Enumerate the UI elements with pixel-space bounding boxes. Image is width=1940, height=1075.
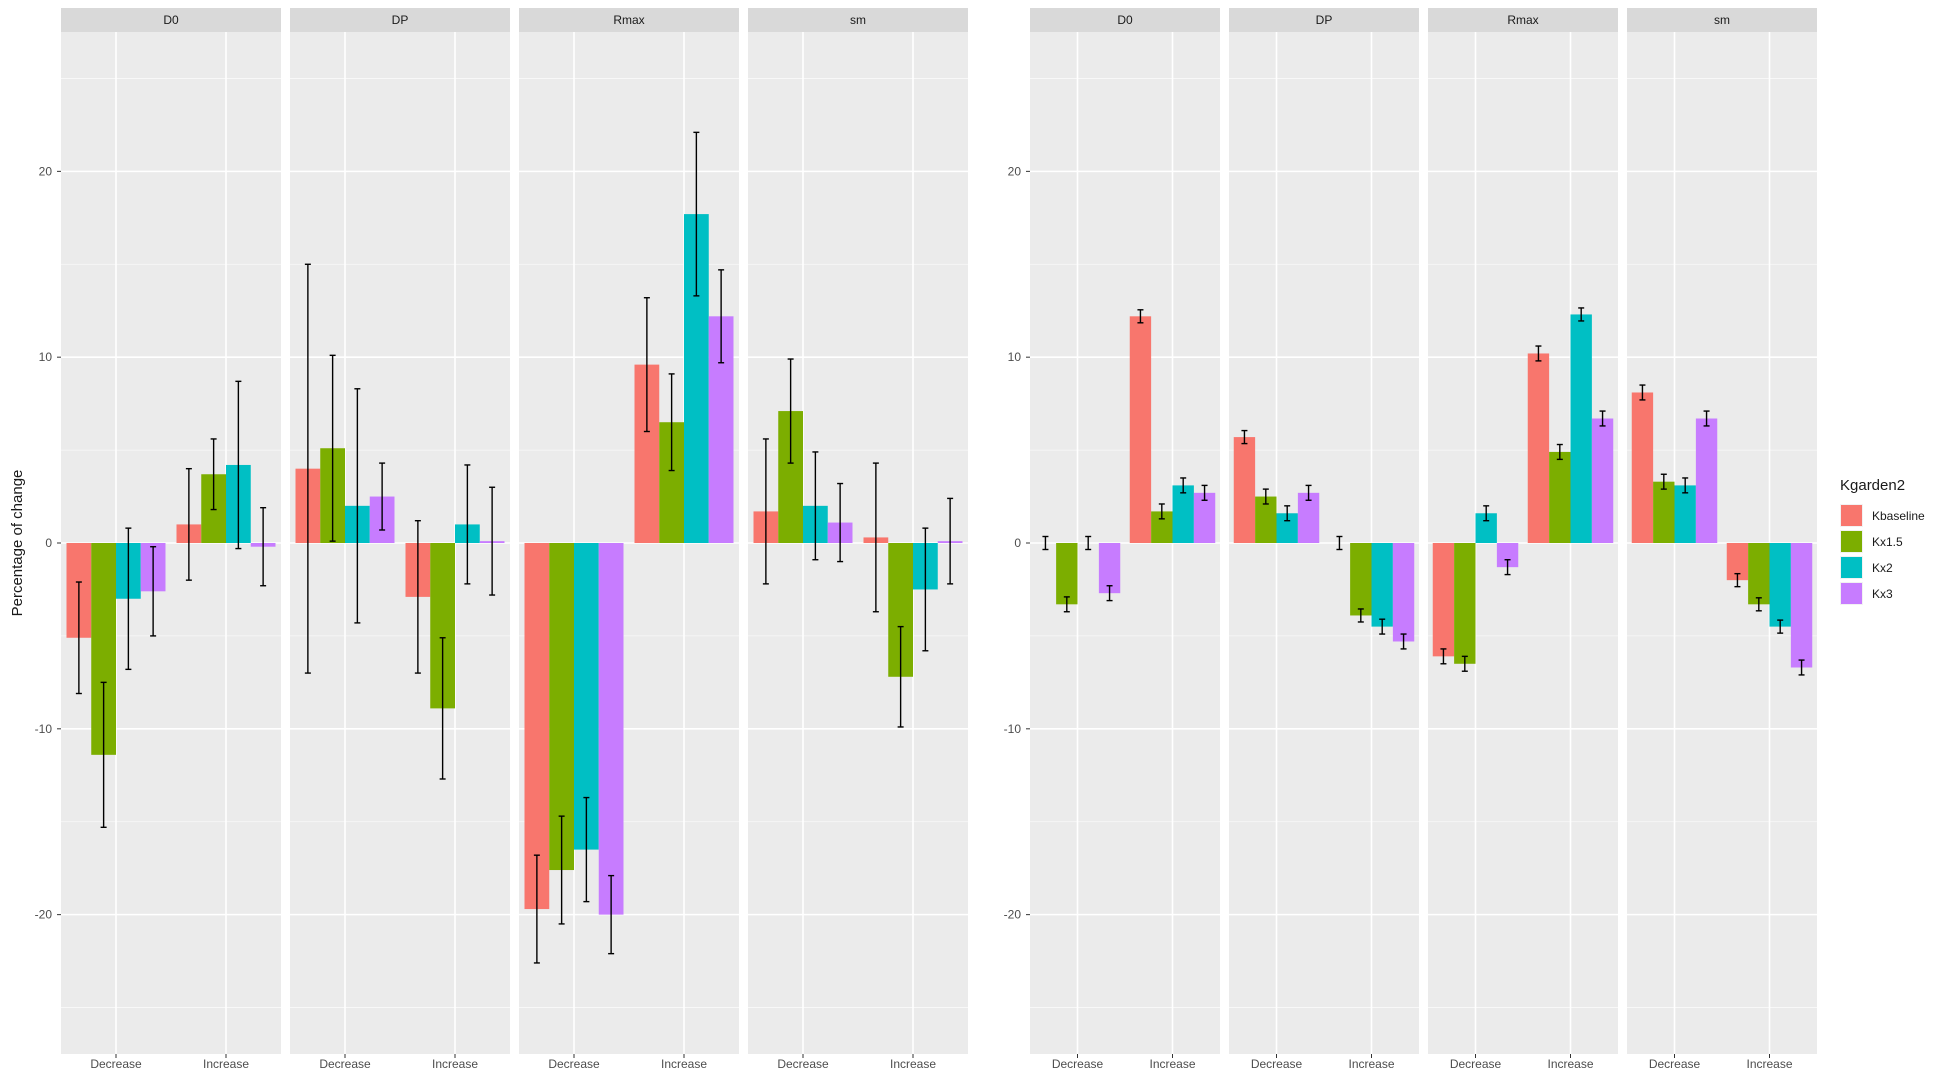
bar-sm-Decrease-Kx1.5 (1653, 482, 1674, 543)
x-tick-label: Decrease (1450, 1057, 1502, 1070)
x-tick-label: Increase (432, 1057, 478, 1070)
x-tick-label: Increase (203, 1057, 249, 1070)
bar-Rmax-Decrease-Kx1.5 (1454, 543, 1475, 664)
x-tick-label: Increase (890, 1057, 936, 1070)
bar-DP-Increase-Kx2 (1372, 543, 1393, 627)
bar-Rmax-Increase-Kx3 (1592, 419, 1613, 543)
facet-strip-label: D0 (163, 13, 179, 27)
bar-D0-Decrease-Kx1.5 (1056, 543, 1077, 604)
x-tick-label: Decrease (548, 1057, 600, 1070)
x-tick-label: Decrease (777, 1057, 829, 1070)
bar-sm-Increase-Kx2 (1770, 543, 1791, 627)
x-tick-label: Increase (1348, 1057, 1394, 1070)
legend-swatch-Kx1.5 (1841, 531, 1862, 552)
legend-swatch-Kx3 (1841, 583, 1862, 604)
x-tick-label: Increase (661, 1057, 707, 1070)
x-tick-label: Increase (1746, 1057, 1792, 1070)
y-tick-label: -10 (35, 722, 53, 736)
facet-strip-label: sm (1714, 13, 1730, 27)
y-tick-label: -20 (1004, 908, 1022, 922)
bar-Rmax-Increase-Kx1.5 (1549, 452, 1570, 543)
bar-Rmax-Decrease-Kbaseline (1433, 543, 1454, 656)
bar-sm-Increase-Kx1.5 (1748, 543, 1769, 604)
legend-entry-label: Kx1.5 (1872, 535, 1903, 549)
legend-title: Kgarden2 (1840, 477, 1905, 494)
legend-swatch-Kbaseline (1841, 505, 1862, 526)
y-tick-label: 0 (45, 536, 52, 550)
y-tick-label: -20 (35, 908, 53, 922)
x-tick-label: Increase (1547, 1057, 1593, 1070)
facet-strip-label: Rmax (613, 13, 644, 27)
y-tick-label: 20 (1008, 164, 1022, 178)
x-tick-label: Increase (1149, 1057, 1195, 1070)
y-tick-label: -10 (1004, 722, 1022, 736)
bar-Rmax-Increase-Kx2 (1571, 314, 1592, 543)
bar-Rmax-Decrease-Kbaseline (525, 543, 550, 909)
x-tick-label: Decrease (90, 1057, 142, 1070)
x-tick-label: Decrease (1649, 1057, 1701, 1070)
x-tick-label: Decrease (1251, 1057, 1303, 1070)
bar-sm-Decrease-Kx2 (1675, 485, 1696, 543)
facet-strip-label: DP (392, 13, 409, 27)
bar-D0-Increase-Kx2 (1173, 485, 1194, 543)
y-tick-label: 0 (1014, 536, 1021, 550)
bar-D0-Increase-Kbaseline (1130, 316, 1151, 543)
legend-entry-label: Kbaseline (1872, 509, 1925, 523)
legend-entry-label: Kx3 (1872, 587, 1893, 601)
y-tick-label: 10 (39, 350, 53, 364)
bar-DP-Increase-Kx1.5 (1350, 543, 1371, 615)
bar-DP-Decrease-Kbaseline (1234, 437, 1255, 543)
x-tick-label: Decrease (1052, 1057, 1104, 1070)
bar-sm-Increase-Kx3 (1791, 543, 1812, 667)
bar-sm-Decrease-Kx3 (1696, 419, 1717, 543)
y-tick-label: 20 (39, 164, 53, 178)
facet-strip-label: sm (850, 13, 866, 27)
y-axis-label: Percentage of change (9, 470, 26, 617)
facet-strip-label: DP (1316, 13, 1333, 27)
y-tick-label: 10 (1008, 350, 1022, 364)
legend-swatch-Kx2 (1841, 557, 1862, 578)
bar-Rmax-Increase-Kbaseline (1528, 353, 1549, 543)
facet-strip-label: Rmax (1507, 13, 1538, 27)
x-tick-label: Decrease (319, 1057, 371, 1070)
facet-strip-label: D0 (1117, 13, 1133, 27)
bar-Rmax-Decrease-Kx3 (599, 543, 624, 915)
bar-sm-Decrease-Kbaseline (1632, 392, 1653, 543)
bar-DP-Increase-Kx3 (1393, 543, 1414, 641)
legend-entry-label: Kx2 (1872, 561, 1893, 575)
